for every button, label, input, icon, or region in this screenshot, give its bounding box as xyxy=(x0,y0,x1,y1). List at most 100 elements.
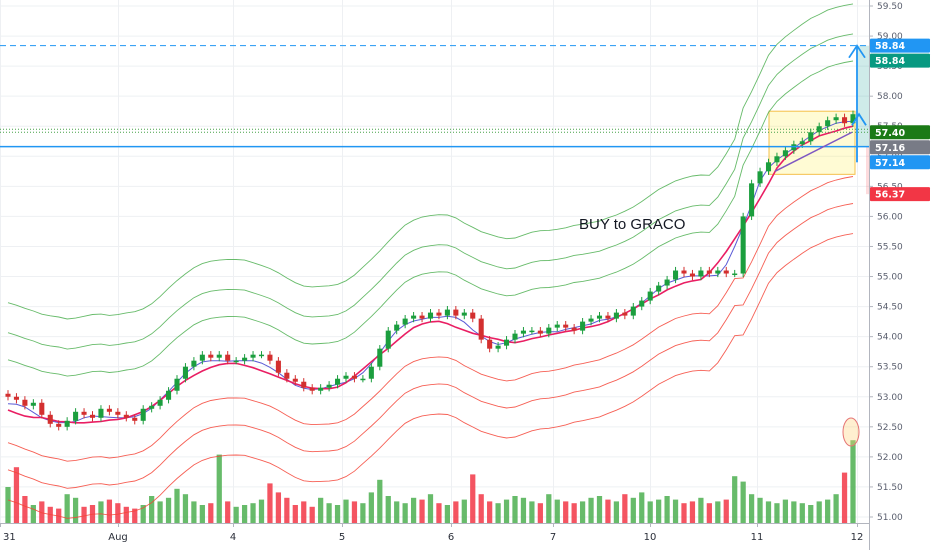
candle-55 xyxy=(470,308,476,323)
candle-body-57 xyxy=(487,339,493,349)
volume-bar-69 xyxy=(588,497,594,523)
range-box xyxy=(768,110,856,175)
volume-bar-55 xyxy=(470,474,476,523)
y-tick-label-14: 52.50 xyxy=(877,423,903,433)
price-badge-text-2: 57.40 xyxy=(875,128,905,139)
volume-bar-34 xyxy=(292,505,298,523)
volume-bar-36 xyxy=(309,506,315,523)
volume-bar-37 xyxy=(318,497,324,523)
volume-bar-16 xyxy=(140,505,146,523)
volume-bar-51 xyxy=(436,503,442,523)
candle-73 xyxy=(622,308,628,320)
candle-body-38 xyxy=(326,384,332,388)
candle-body-55 xyxy=(470,312,476,319)
candle-34 xyxy=(292,375,298,386)
candle-97 xyxy=(825,116,831,130)
candle-body-64 xyxy=(546,327,552,334)
candle-body-65 xyxy=(554,324,560,328)
volume-bar-47 xyxy=(402,503,408,523)
lower-band-0 xyxy=(7,176,854,462)
candle-54 xyxy=(461,308,467,320)
candle-body-5 xyxy=(47,414,53,424)
candle-79 xyxy=(673,266,679,284)
candle-29 xyxy=(250,351,256,362)
band-lines xyxy=(7,3,854,519)
volume-bar-79 xyxy=(672,499,679,523)
candle-47 xyxy=(402,315,408,329)
candle-body-31 xyxy=(267,354,273,361)
price-badge-bg-5 xyxy=(870,187,930,202)
price-badge-5: 56.37 xyxy=(870,187,930,202)
candle-45 xyxy=(385,327,391,353)
price-badge-text-0: 58.84 xyxy=(875,41,905,52)
time-axis[interactable]: 31 Aug 4 5 6 7 10 11 12 xyxy=(0,523,869,550)
candle-body-86 xyxy=(732,273,738,276)
volume-bar-9 xyxy=(81,506,87,523)
candle-body-76 xyxy=(647,291,653,301)
candle-51 xyxy=(436,308,442,320)
candle-30 xyxy=(258,351,265,359)
candle-body-71 xyxy=(605,315,611,319)
candle-body-60 xyxy=(512,333,518,340)
candle-body-37 xyxy=(318,387,324,391)
price-badge-1: 58.84 xyxy=(870,53,930,68)
price-badges: 58.84 58.84 57.40 57.16 57.14 56.37 xyxy=(870,38,930,202)
candle-body-43 xyxy=(368,366,374,379)
candle-body-50 xyxy=(427,312,434,319)
candle-body-3 xyxy=(30,402,36,406)
price-badge-0: 58.84 xyxy=(870,38,930,53)
candle-body-82 xyxy=(698,270,704,277)
volume-bar-17 xyxy=(149,496,155,523)
candle-body-88 xyxy=(749,183,755,217)
volume-bar-54 xyxy=(461,499,467,523)
x-tick-label-6: 10 xyxy=(644,532,657,543)
horizontal-lines[interactable] xyxy=(0,45,869,148)
candle-2 xyxy=(22,396,28,410)
volume-bar-25 xyxy=(216,454,222,523)
candle-20 xyxy=(174,375,180,395)
volume-bar-100 xyxy=(850,440,856,523)
candle-body-61 xyxy=(520,330,526,334)
price-badge-text-5: 56.37 xyxy=(875,190,905,201)
volume-bar-62 xyxy=(529,501,535,523)
candle-body-58 xyxy=(495,345,501,349)
y-tick-label-1: 59.00 xyxy=(877,32,903,42)
candle-body-48 xyxy=(411,315,417,319)
candle-body-27 xyxy=(233,360,239,363)
y-tick-label-9: 55.00 xyxy=(877,273,903,283)
candle-37 xyxy=(318,384,324,395)
candle-49 xyxy=(419,311,425,323)
volume-bar-49 xyxy=(419,499,425,523)
annotation-buy-to-graco[interactable]: BUY to GRACO xyxy=(579,216,685,233)
price-badge-text-4: 57.14 xyxy=(875,158,905,169)
x-tick-label-5: 7 xyxy=(550,532,556,543)
price-axis[interactable]: 59.5059.0058.5058.0057.5057.0056.5056.00… xyxy=(869,0,932,550)
candle-66 xyxy=(563,321,569,332)
volume-bar-64 xyxy=(546,494,552,523)
candle-body-12 xyxy=(106,408,112,412)
volume-bar-4 xyxy=(39,501,45,523)
candle-65 xyxy=(554,321,560,332)
volume-bar-45 xyxy=(385,496,391,523)
candle-body-70 xyxy=(596,315,603,319)
candle-74 xyxy=(630,302,636,320)
volume-bar-50 xyxy=(427,494,434,523)
candle-91 xyxy=(774,152,780,166)
upper-band-2 xyxy=(7,3,854,320)
volume-bar-33 xyxy=(284,497,290,523)
candle-body-40 xyxy=(343,375,349,379)
volume-bar-93 xyxy=(791,501,797,523)
candle-87 xyxy=(740,212,746,278)
candle-body-24 xyxy=(208,354,214,358)
candle-body-15 xyxy=(132,417,138,421)
y-tick-label-10: 54.50 xyxy=(877,303,903,313)
candle-27 xyxy=(233,357,239,365)
candle-25 xyxy=(216,351,222,362)
price-badge-3: 57.16 xyxy=(870,140,930,155)
volume-bar-90 xyxy=(765,501,772,523)
price-badge-text-3: 57.16 xyxy=(875,143,905,154)
volume-bar-3 xyxy=(30,505,36,523)
candle-24 xyxy=(208,351,214,362)
